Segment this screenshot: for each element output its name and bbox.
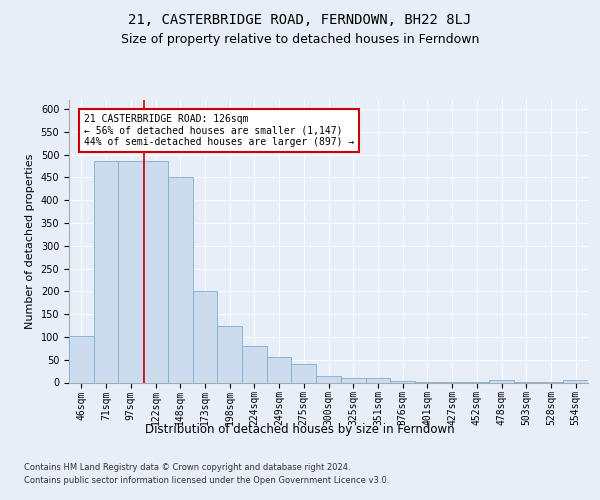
Text: 21 CASTERBRIDGE ROAD: 126sqm
← 56% of detached houses are smaller (1,147)
44% of: 21 CASTERBRIDGE ROAD: 126sqm ← 56% of de… (84, 114, 354, 147)
Bar (193, 292, 217, 382)
Text: Distribution of detached houses by size in Ferndown: Distribution of detached houses by size … (145, 422, 455, 436)
Bar (563, 380, 588, 382)
Bar (143, 160, 168, 382)
Y-axis label: Number of detached properties: Number of detached properties (25, 154, 35, 329)
Bar (292, 364, 316, 382)
Bar (118, 160, 143, 382)
Bar (341, 378, 365, 382)
Text: 21, CASTERBRIDGE ROAD, FERNDOWN, BH22 8LJ: 21, CASTERBRIDGE ROAD, FERNDOWN, BH22 8L… (128, 12, 472, 26)
Bar (390, 381, 415, 382)
Bar (94, 160, 118, 382)
Bar (267, 356, 292, 382)
Bar (365, 378, 390, 382)
Bar (168, 176, 193, 382)
Bar (242, 346, 267, 383)
Bar (316, 376, 341, 382)
Text: Contains public sector information licensed under the Open Government Licence v3: Contains public sector information licen… (24, 476, 389, 485)
Text: Size of property relative to detached houses in Ferndown: Size of property relative to detached ho… (121, 32, 479, 46)
Text: Contains HM Land Registry data © Crown copyright and database right 2024.: Contains HM Land Registry data © Crown c… (24, 462, 350, 471)
Bar (489, 380, 514, 382)
Bar (217, 326, 242, 382)
Bar (69, 336, 94, 382)
